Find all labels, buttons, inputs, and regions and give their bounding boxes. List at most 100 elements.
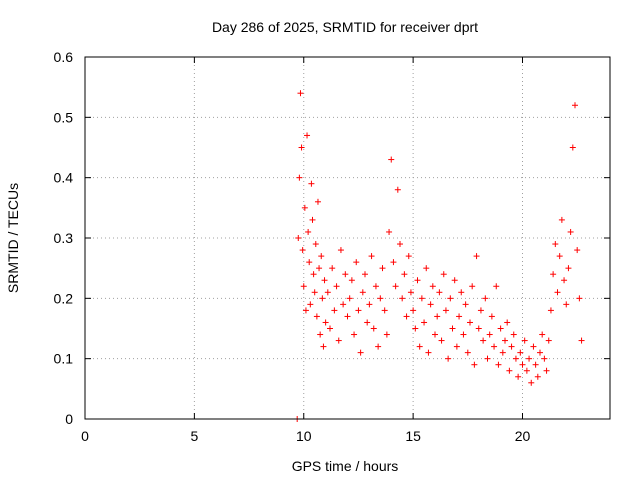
data-point xyxy=(348,277,355,284)
data-point xyxy=(429,283,436,290)
data-point xyxy=(567,228,574,235)
data-point xyxy=(482,295,489,302)
data-point xyxy=(305,228,312,235)
data-point xyxy=(418,295,425,302)
data-point xyxy=(425,349,432,356)
data-point xyxy=(543,367,550,374)
data-point xyxy=(414,277,421,284)
data-point xyxy=(308,180,315,187)
data-point xyxy=(506,367,513,374)
data-point xyxy=(342,271,349,278)
data-point xyxy=(405,253,412,260)
data-point xyxy=(467,319,473,326)
data-point xyxy=(523,367,530,374)
data-point xyxy=(497,325,504,332)
data-point xyxy=(372,283,379,290)
data-point xyxy=(317,331,324,338)
data-point xyxy=(309,216,316,223)
data-point xyxy=(572,102,578,109)
data-point xyxy=(436,289,443,296)
data-point xyxy=(401,271,408,278)
data-point xyxy=(329,265,336,272)
data-point xyxy=(333,283,340,290)
data-point xyxy=(397,241,403,248)
y-tick-label: 0.6 xyxy=(54,49,74,65)
x-axis-label: GPS time / hours xyxy=(292,458,399,474)
x-tick-label: 20 xyxy=(515,428,531,444)
data-point xyxy=(565,265,572,272)
data-point xyxy=(493,283,500,290)
data-point xyxy=(331,307,338,314)
data-point xyxy=(346,295,353,302)
data-point xyxy=(304,132,311,139)
data-point xyxy=(322,319,329,326)
data-point xyxy=(312,241,319,248)
data-point xyxy=(362,271,368,278)
data-point xyxy=(488,313,495,320)
data-point xyxy=(552,241,559,248)
data-point xyxy=(449,325,456,332)
data-point xyxy=(563,301,570,308)
data-point xyxy=(556,253,563,260)
data-point xyxy=(480,337,487,344)
x-tick-label: 10 xyxy=(296,428,312,444)
data-point xyxy=(423,265,430,272)
data-point xyxy=(296,174,303,181)
data-point xyxy=(477,307,484,314)
data-point xyxy=(550,271,557,278)
data-point xyxy=(432,331,438,338)
chart-title: Day 286 of 2025, SRMTID for receiver dpr… xyxy=(212,19,478,35)
data-point xyxy=(340,301,347,308)
data-point xyxy=(534,373,541,380)
data-point xyxy=(375,343,382,350)
axis-ticks: 0 0.1 0.2 0.3 0.4 0.5 0.6 0 5 10 15 20 xyxy=(54,49,610,444)
data-point xyxy=(456,313,463,320)
data-point xyxy=(377,295,384,302)
data-point xyxy=(530,343,537,350)
data-point xyxy=(517,349,524,356)
data-point xyxy=(499,349,506,356)
data-point xyxy=(438,337,445,344)
data-point xyxy=(399,295,406,302)
data-point xyxy=(445,355,452,362)
data-point xyxy=(295,235,302,241)
data-point xyxy=(364,319,371,326)
data-point xyxy=(298,144,305,151)
data-point xyxy=(541,355,548,362)
data-point xyxy=(484,355,491,362)
data-point xyxy=(301,204,308,211)
data-point xyxy=(337,247,344,254)
data-point xyxy=(502,337,508,344)
y-tick-label: 0 xyxy=(65,411,73,427)
data-point xyxy=(569,144,576,151)
data-point xyxy=(310,271,317,278)
data-point xyxy=(318,253,325,260)
data-point xyxy=(307,301,314,308)
data-point xyxy=(316,265,323,272)
data-point xyxy=(526,355,533,362)
data-point xyxy=(440,271,447,278)
data-point xyxy=(434,313,441,320)
data-point xyxy=(427,301,434,308)
data-point xyxy=(392,283,399,290)
data-point xyxy=(311,289,318,296)
data-point xyxy=(473,253,480,260)
data-point xyxy=(383,331,390,338)
data-point xyxy=(335,337,342,344)
data-point xyxy=(321,277,328,284)
data-point xyxy=(324,289,331,296)
data-point xyxy=(388,156,395,163)
y-tick-label: 0.2 xyxy=(54,290,74,306)
data-point xyxy=(547,307,554,314)
y-tick-label: 0.3 xyxy=(54,230,74,246)
y-tick-label: 0.5 xyxy=(54,109,74,125)
data-point xyxy=(379,265,386,272)
data-point xyxy=(421,319,428,326)
data-point xyxy=(320,343,327,350)
data-point xyxy=(471,361,478,368)
data-point xyxy=(314,198,321,205)
data-point xyxy=(475,325,482,332)
data-point xyxy=(355,307,362,314)
data-point xyxy=(515,373,522,380)
